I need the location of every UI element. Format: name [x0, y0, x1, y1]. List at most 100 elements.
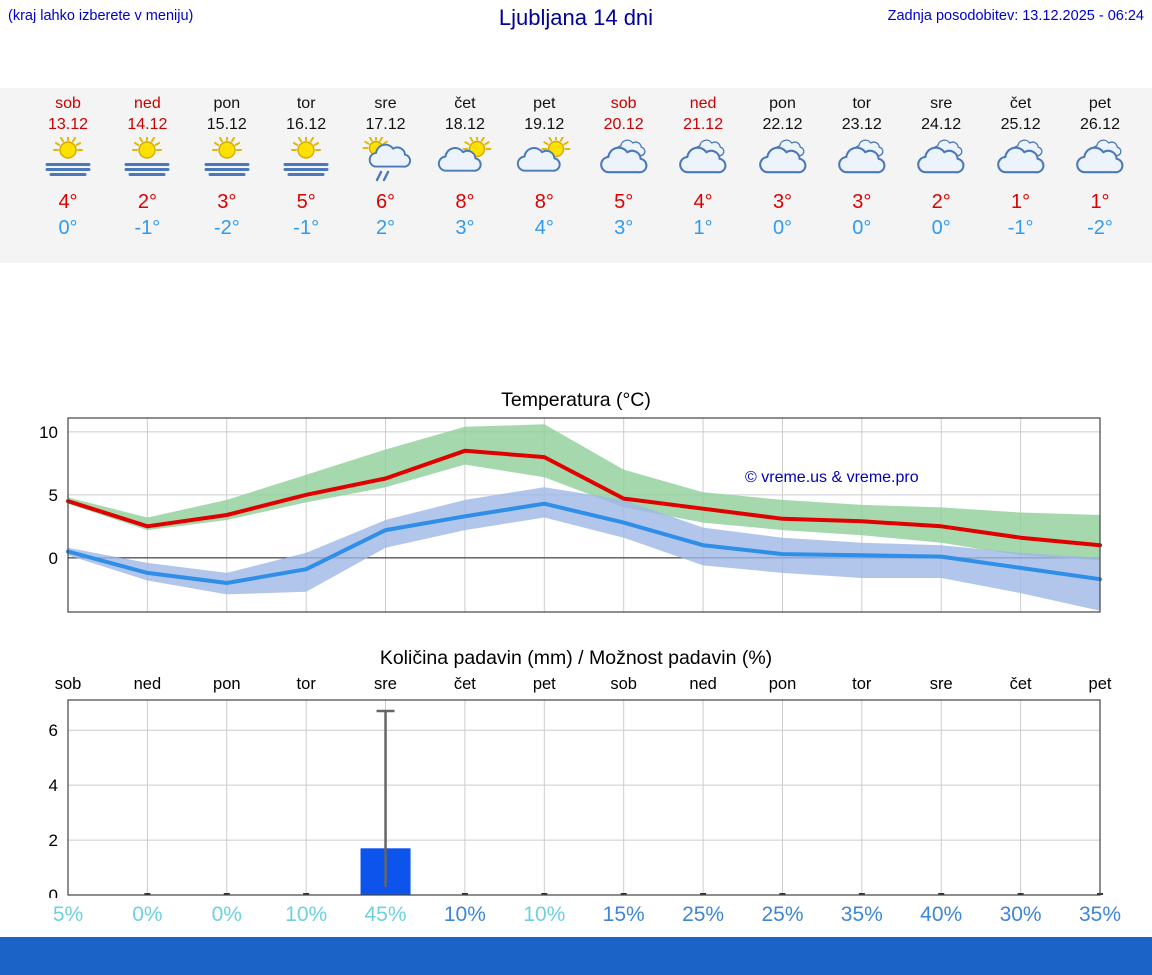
- sun-fog-icon: [45, 137, 91, 176]
- day-high-temp: 1°: [1011, 191, 1031, 213]
- temperature-chart-title: Temperatura (°C): [501, 389, 651, 411]
- y-tick-label: 5: [49, 486, 58, 505]
- cloud-icon: [1076, 139, 1124, 174]
- day-date: 14.12: [127, 116, 168, 133]
- precip-day-label: pet: [1088, 675, 1112, 693]
- forecast-day-19.12[interactable]: pet 19.12 8° 4°: [504, 88, 584, 241]
- day-high-temp: 8°: [534, 191, 554, 213]
- baseline-tick: [303, 893, 310, 895]
- day-low-temp: 0°: [852, 217, 872, 239]
- baseline-tick: [1017, 893, 1024, 895]
- day-date: 20.12: [603, 116, 644, 133]
- precipitation-chart: 0 2 4 6: [49, 699, 1103, 898]
- cloud-icon: [679, 139, 727, 174]
- baseline-tick: [858, 893, 865, 895]
- precip-probability: 40%: [920, 903, 963, 926]
- sun-cloud-icon: [517, 137, 571, 172]
- day-low-temp: 0°: [58, 217, 78, 239]
- sun-cloud-rain-icon: [362, 137, 411, 182]
- forecast-day-17.12[interactable]: sre 17.12 6° 2°: [346, 88, 426, 241]
- day-high-temp: 4°: [693, 191, 713, 213]
- forecast-day-21.12[interactable]: ned 21.12 4° 1°: [663, 88, 743, 241]
- forecast-day-22.12[interactable]: pon 22.12 3° 0°: [743, 88, 823, 241]
- day-high-temp: 4°: [58, 191, 78, 213]
- precip-day-label: čet: [453, 675, 476, 693]
- day-low-temp: -1°: [134, 217, 161, 239]
- forecast-day-20.12[interactable]: sob 20.12 5° 3°: [584, 88, 664, 241]
- precip-day-label: sob: [610, 675, 637, 693]
- precip-probability: 10%: [285, 903, 328, 926]
- precip-day-label: sob: [54, 675, 82, 693]
- precip-day-label: pon: [213, 675, 241, 693]
- forecast-day-25.12[interactable]: čet 25.12 1° -1°: [981, 88, 1061, 241]
- precip-day-label: pet: [532, 675, 556, 693]
- sun-fog-icon: [124, 137, 170, 176]
- max-temp-line: [66, 448, 1102, 548]
- baseline-tick: [461, 893, 468, 895]
- day-low-temp: -1°: [293, 217, 320, 239]
- day-date: 13.12: [47, 116, 89, 133]
- forecast-day-23.12[interactable]: tor 23.12 3° 0°: [822, 88, 902, 241]
- day-name: sre: [374, 95, 397, 112]
- day-low-temp: 0°: [772, 217, 793, 239]
- day-low-temp: -2°: [213, 217, 240, 239]
- day-date: 18.12: [444, 116, 485, 133]
- day-low-temp: -2°: [1087, 217, 1113, 239]
- y-tick-label: 10: [39, 423, 58, 442]
- day-low-temp: 1°: [693, 217, 713, 239]
- precip-probability: 15%: [602, 903, 645, 926]
- precip-day-label: čet: [1009, 675, 1032, 693]
- precip-day-label: ned: [133, 675, 162, 693]
- day-name: sre: [930, 95, 953, 112]
- baseline-tick: [700, 893, 707, 895]
- footer-bar: [0, 937, 1152, 975]
- precip-day-label: ned: [689, 675, 717, 693]
- day-name: pet: [533, 95, 556, 112]
- precip-probability: 25%: [682, 903, 725, 926]
- day-date: 16.12: [286, 116, 327, 133]
- precip-day-label: tor: [852, 675, 872, 693]
- forecast-day-24.12[interactable]: sre 24.12 2° 0°: [901, 88, 981, 241]
- day-date: 21.12: [683, 116, 724, 133]
- cloud-icon: [837, 139, 886, 174]
- day-high-temp: 6°: [375, 191, 396, 213]
- cloud-icon: [599, 139, 648, 174]
- forecast-day-26.12[interactable]: pet 26.12 1° -2°: [1060, 88, 1140, 241]
- day-high-temp: 3°: [772, 191, 793, 213]
- y-tick-label: 0: [49, 886, 58, 898]
- day-low-temp: 0°: [931, 217, 951, 239]
- y-tick-label: 2: [49, 831, 58, 850]
- day-high-temp: 2°: [137, 191, 157, 213]
- precip-probability: 35%: [1078, 903, 1122, 926]
- y-tick-label: 6: [49, 721, 58, 740]
- baseline-tick: [223, 893, 230, 895]
- forecast-day-16.12[interactable]: tor 16.12 5° -1°: [266, 88, 346, 241]
- forecast-day-18.12[interactable]: čet 18.12 8° 3°: [425, 88, 505, 241]
- day-name: ned: [134, 95, 161, 112]
- precip-probability: 10%: [523, 903, 566, 926]
- forecast-day-13.12[interactable]: sob 13.12 4° 0°: [28, 88, 108, 241]
- cloud-icon: [758, 139, 806, 174]
- precip-probability: 30%: [999, 903, 1042, 926]
- day-date: 26.12: [1079, 116, 1121, 133]
- menu-hint-text: (kraj lahko izberete v meniju): [8, 8, 194, 24]
- copyright-link[interactable]: © vreme.us & vreme.pro: [745, 469, 919, 486]
- cloud-icon: [996, 139, 1044, 174]
- day-date: 23.12: [841, 116, 882, 133]
- precip-probability: 0%: [132, 903, 163, 926]
- plot-border: [67, 699, 1101, 896]
- precip-day-label: sre: [929, 675, 953, 693]
- precip-probability: 10%: [443, 903, 486, 926]
- day-date: 25.12: [1000, 116, 1041, 133]
- forecast-day-14.12[interactable]: ned 14.12 2° -1°: [107, 88, 187, 241]
- day-low-temp: -1°: [1007, 217, 1034, 239]
- min-temp-range-band: [68, 487, 1100, 611]
- baseline-tick: [620, 893, 627, 895]
- y-tick-label: 4: [49, 776, 58, 795]
- forecast-day-15.12[interactable]: pon 15.12 3° -2°: [187, 88, 267, 241]
- precip-probability: 25%: [761, 903, 804, 926]
- day-date: 15.12: [206, 116, 247, 133]
- precip-probability: 35%: [840, 903, 883, 926]
- day-name: pon: [769, 95, 796, 112]
